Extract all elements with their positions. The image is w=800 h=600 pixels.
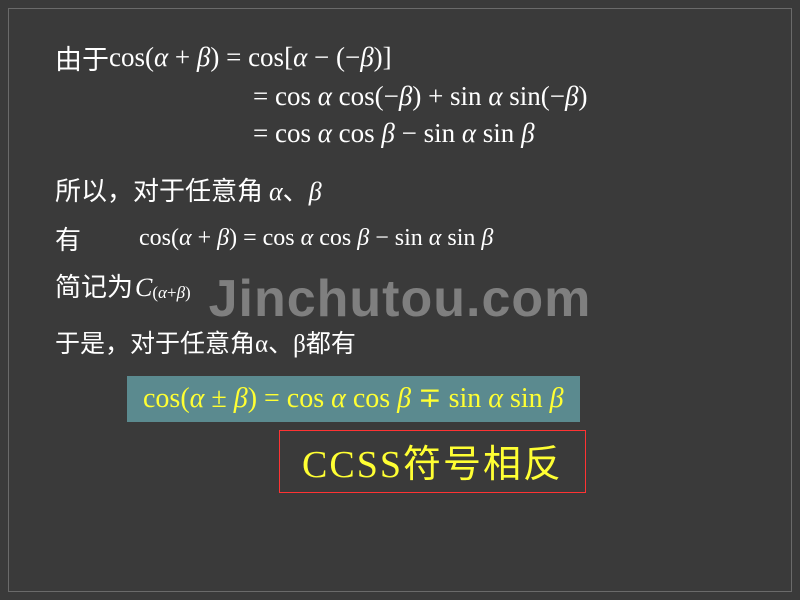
derivation-line-3: = cos α cos β − sin α sin β [253,118,760,149]
statement-line-2: 有 cos(α + β) = cos α cos β − sin α sin β [55,220,760,257]
conclusion-line: 于是，对于任意角α、β都有 [55,324,760,360]
l3-math: = cos α cos β − sin α sin β [253,118,535,149]
mnemonic-box-wrapper: CCSS符号相反 [55,422,760,493]
l1-math: cos(α + β) = cos[α − (−β)] [109,42,392,73]
statement-line-1: 所以，对于任意角 α、β [55,171,760,208]
l5-math: cos(α + β) = cos α cos β − sin α sin β [139,225,493,252]
l4-vars: α、β [269,171,322,208]
l5-prefix: 有 [55,220,81,257]
l1-prefix: 由于 [55,38,109,77]
abbrev-line: 简记为 C (α+β) [55,267,760,304]
l6-prefix: 简记为 [55,267,133,304]
highlight-formula: cos(α ± β) = cos α cos β ∓ sin α sin β [127,376,580,422]
slide-content: 由于 cos(α + β) = cos[α − (−β)] = cos α co… [55,38,760,493]
highlight-formula-box: cos(α ± β) = cos α cos β ∓ sin α sin β [55,376,760,422]
derivation-line-1: 由于 cos(α + β) = cos[α − (−β)] [55,38,760,77]
l2-math: = cos α cos(−β) + sin α sin(−β) [253,81,587,112]
derivation-line-2: = cos α cos(−β) + sin α sin(−β) [253,81,760,112]
l4-prefix: 所以，对于任意角 [55,171,263,208]
mnemonic-text: CCSS符号相反 [279,430,586,493]
l7-text: 于是，对于任意角α、β都有 [55,324,356,360]
l6-sub: (α+β) [152,283,190,303]
l6-C: C [135,273,152,303]
